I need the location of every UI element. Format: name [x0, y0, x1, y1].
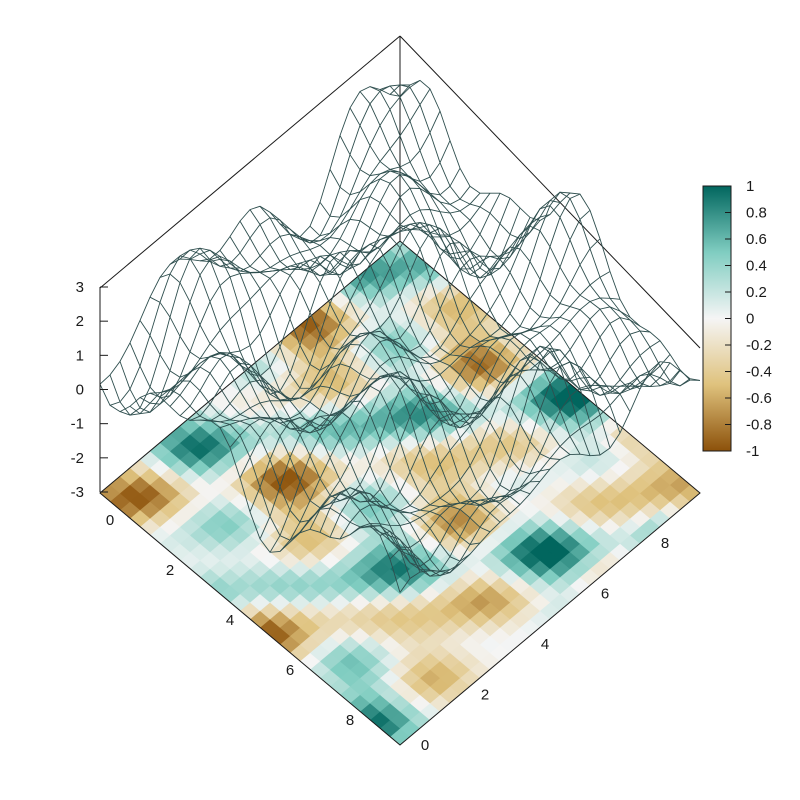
surface-line-y — [379, 85, 681, 387]
colorbar-tick-label: 0.6 — [746, 231, 767, 248]
colorbar: 1 0.8 0.6 0.4 0.2 0 -0.2 -0.4 -0.6 -0.8 -1 — [702, 178, 772, 460]
surface-line-y — [189, 249, 491, 533]
colorbar-tick-label: 0.8 — [746, 205, 767, 222]
colorbar-tick-label: -0.2 — [746, 337, 772, 354]
surface-line-y — [119, 361, 421, 573]
colorbar-tick-label: 1 — [746, 178, 754, 195]
base-frame — [99, 35, 701, 746]
box-top-edge-right — [399, 35, 701, 349]
surface-line-y — [329, 169, 631, 412]
surface-line-y — [389, 84, 691, 387]
y-tick-label: 4 — [541, 636, 549, 653]
y-tick-label: 0 — [421, 737, 429, 754]
colorbar-tick-label: -0.8 — [746, 417, 772, 434]
y-tick-label: 6 — [601, 586, 609, 603]
y-tick-label: 8 — [661, 535, 669, 552]
surface-line-y — [179, 247, 481, 545]
surface-line-y — [349, 107, 651, 394]
surface-line-y — [359, 91, 661, 391]
x-tick-label: 2 — [166, 562, 174, 579]
colorbar-tick-label: 0 — [746, 311, 754, 328]
surface-line-y — [279, 223, 581, 455]
x-tick-label: 8 — [346, 712, 354, 729]
surface-line-y — [129, 342, 431, 572]
surface-line-y — [269, 211, 571, 455]
axes: -3 -2 -1 0 1 2 3 0 2 4 6 8 0 2 4 6 8 — [71, 279, 670, 754]
colorbar-tick-label: 0.4 — [746, 258, 767, 275]
colorbar-tick-label: 0.2 — [746, 284, 767, 301]
surface-line-y — [339, 135, 641, 396]
surface-line-y — [149, 296, 451, 577]
surface-line-y — [99, 384, 401, 593]
y-tick-label: 2 — [481, 687, 489, 704]
base-heatmap — [99, 240, 701, 746]
z-tick-label: 2 — [76, 313, 84, 330]
surface-line-y — [369, 86, 671, 388]
surface-line-y — [319, 196, 621, 434]
x-tick-label: 6 — [286, 662, 294, 679]
surface-line-y — [259, 206, 561, 460]
surface-line-y — [199, 258, 501, 523]
z-tick-label: -1 — [71, 416, 84, 433]
surface-line-y — [249, 209, 551, 475]
x-tick-label: 4 — [226, 612, 234, 629]
surface-line-y — [399, 79, 701, 381]
z-tick-label: -2 — [71, 450, 84, 467]
surface-line-y — [289, 234, 591, 456]
wireframe-surface — [99, 79, 701, 593]
surface-line-y — [169, 255, 471, 562]
colorbar-tick-label: -0.4 — [746, 364, 772, 381]
surface-line-y — [209, 258, 511, 514]
surface-line-y — [309, 218, 611, 449]
surface-line-y — [219, 250, 521, 507]
box-top-edge-left — [99, 35, 401, 289]
surface-line-y — [109, 374, 411, 579]
z-tick-label: 1 — [76, 347, 84, 364]
z-tick-label: 0 — [76, 382, 84, 399]
z-tick-label: -3 — [71, 484, 84, 501]
colorbar-tick-label: -1 — [746, 443, 759, 460]
surface-line-y — [159, 273, 461, 574]
z-tick-label: 3 — [76, 279, 84, 296]
x-tick-label: 0 — [106, 512, 114, 529]
surface-line-y — [139, 320, 441, 572]
surface-line-y — [299, 226, 601, 456]
colorbar-tick-label: -0.6 — [746, 390, 772, 407]
